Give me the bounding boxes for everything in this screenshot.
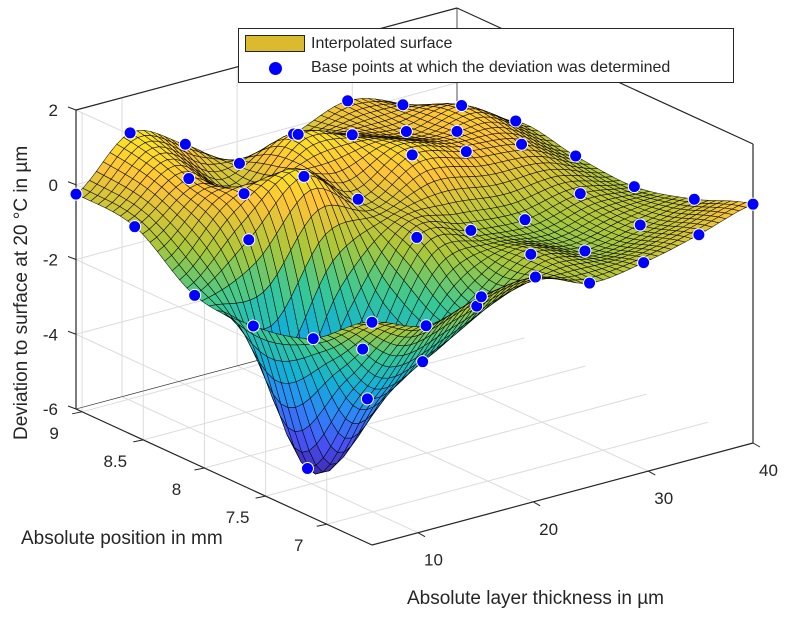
base-point-marker (637, 256, 651, 270)
grid-line-y-floor (326, 421, 708, 525)
base-point-marker (297, 169, 311, 183)
x-tick-mark (752, 442, 761, 448)
legend-label-points: Base points at which the deviation was d… (311, 59, 671, 76)
grid-line-x-floor (121, 396, 419, 534)
base-point-marker (405, 148, 419, 162)
x-tick-mark (532, 501, 541, 507)
base-point-marker (341, 94, 355, 108)
axes-box-front (75, 408, 754, 546)
z-tick-mark (67, 330, 77, 335)
base-point-marker (746, 197, 760, 211)
grid-line-y-floor (265, 393, 647, 497)
base-point-marker (237, 187, 251, 201)
y-axis-label: Absolute position in mm (21, 528, 223, 549)
base-point-marker (528, 270, 542, 284)
base-point-marker (306, 332, 320, 346)
z-tick-label: -6 (43, 400, 58, 419)
base-point-marker (419, 319, 433, 333)
x-axis-line (371, 442, 754, 546)
x-tick-label: 30 (654, 489, 673, 508)
base-point-marker (455, 99, 469, 113)
base-point-marker (300, 462, 314, 476)
y-tick-label: 7 (294, 536, 303, 555)
surface-swatch-icon (245, 35, 305, 52)
y-tick-mark (72, 411, 83, 415)
base-point-marker (450, 124, 464, 138)
y-tick-label: 8 (172, 480, 181, 499)
surface-mesh (69, 94, 760, 476)
y-tick-label: 8.5 (103, 452, 127, 471)
base-point-marker (365, 315, 379, 329)
z-tick-label: -2 (43, 251, 58, 270)
x-tick-mark (648, 470, 656, 476)
base-point-marker (569, 149, 583, 163)
base-point-marker (509, 114, 523, 128)
y-tick-mark (255, 495, 266, 499)
base-point-marker (123, 126, 137, 140)
y-tick-label: 9 (49, 424, 58, 443)
tick-labels: 10 20 30 40 7 7.5 8 8.5 9 -6 -4 -2 0 2 (43, 101, 778, 570)
base-point-marker (399, 125, 413, 139)
y-tick-label: 7.5 (226, 508, 250, 527)
z-axis-label: Deviation to surface at 20 °C in µm (11, 146, 32, 440)
base-point-marker (515, 137, 529, 151)
base-point-marker (524, 247, 538, 261)
base-point-marker (583, 276, 597, 290)
y-tick-mark (194, 467, 205, 471)
legend-entry-points: Base points at which the deviation was d… (239, 56, 733, 80)
base-point-marker (246, 319, 260, 333)
base-point-marker (182, 172, 196, 186)
y-axis-line (75, 408, 373, 546)
base-point-marker (128, 220, 142, 234)
legend-entry-surface: Interpolated surface (239, 31, 733, 55)
base-point-marker (396, 98, 410, 112)
z-tick-mark (67, 256, 77, 260)
z-tick-mark (67, 106, 77, 111)
y-tick-mark (133, 439, 144, 443)
base-point-marker (69, 187, 83, 201)
base-point-marker (178, 137, 192, 151)
base-point-marker (459, 145, 473, 159)
z-tick-label: -4 (43, 325, 58, 344)
base-point-marker (410, 230, 424, 244)
z-tick-mark (67, 181, 77, 186)
base-point-marker (573, 187, 587, 201)
y-tick-mark (316, 523, 327, 527)
base-point-marker (416, 355, 430, 369)
base-point-marker (518, 213, 532, 227)
grid-line-y-floor (204, 365, 586, 469)
x-tick-label: 40 (759, 461, 778, 480)
base-point-marker (692, 228, 706, 242)
base-point-marker (291, 127, 305, 141)
x-axis-label: Absolute layer thickness in µm (407, 588, 664, 609)
base-point-marker (464, 223, 478, 237)
base-point-marker (188, 288, 202, 302)
base-point-marker (627, 180, 641, 194)
x-tick-label: 10 (424, 551, 443, 570)
base-point-marker (360, 392, 374, 406)
base-point-marker (474, 290, 488, 304)
base-point-marker (351, 192, 365, 206)
base-point-marker (356, 342, 370, 356)
x-tick-mark (417, 532, 426, 538)
x-tick-label: 20 (539, 520, 558, 539)
base-point-marker (633, 218, 647, 232)
legend-label-surface: Interpolated surface (311, 35, 453, 52)
z-tick-label: 2 (49, 101, 58, 120)
z-tick-mark (67, 405, 77, 410)
base-point-marker (687, 192, 701, 206)
blue-dot-marker-icon (269, 62, 282, 75)
base-point-marker (232, 156, 246, 170)
z-tick-label: 0 (49, 176, 58, 195)
base-point-marker (242, 233, 256, 247)
base-point-marker (345, 128, 359, 142)
legend: Interpolated surface Base points at whic… (238, 28, 734, 83)
base-point-marker (578, 244, 592, 258)
